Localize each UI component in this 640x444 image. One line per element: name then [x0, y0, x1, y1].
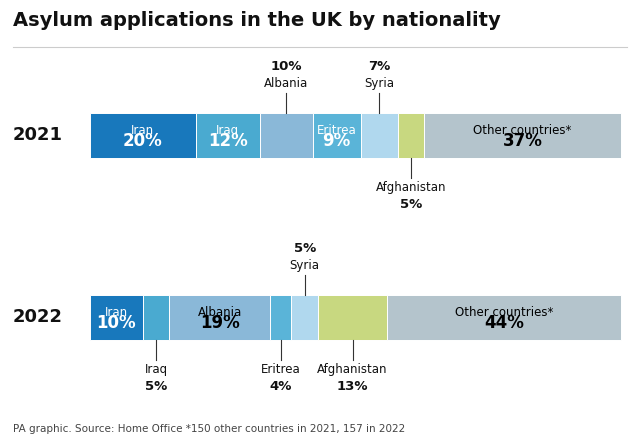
Text: Iraq: Iraq — [216, 123, 239, 137]
Text: 9%: 9% — [323, 132, 351, 150]
FancyBboxPatch shape — [313, 113, 360, 158]
Text: Albania: Albania — [198, 305, 242, 319]
FancyBboxPatch shape — [169, 295, 270, 340]
FancyBboxPatch shape — [90, 295, 143, 340]
FancyBboxPatch shape — [291, 295, 318, 340]
Text: 5%: 5% — [294, 242, 316, 255]
Text: Afghanistan: Afghanistan — [317, 363, 388, 376]
Text: PA graphic. Source: Home Office *150 other countries in 2021, 157 in 2022: PA graphic. Source: Home Office *150 oth… — [13, 424, 405, 434]
Text: Syria: Syria — [364, 77, 394, 90]
Text: Eritrea: Eritrea — [317, 123, 356, 137]
Text: 20%: 20% — [123, 132, 163, 150]
Text: 19%: 19% — [200, 314, 239, 332]
Text: Albania: Albania — [264, 77, 308, 90]
FancyBboxPatch shape — [90, 113, 196, 158]
Text: 4%: 4% — [269, 380, 292, 393]
FancyBboxPatch shape — [360, 113, 397, 158]
FancyBboxPatch shape — [196, 113, 260, 158]
Text: 12%: 12% — [208, 132, 248, 150]
Text: Eritrea: Eritrea — [261, 363, 301, 376]
Text: 37%: 37% — [502, 132, 543, 150]
Text: Iraq: Iraq — [145, 363, 168, 376]
Text: 13%: 13% — [337, 380, 368, 393]
Text: Asylum applications in the UK by nationality: Asylum applications in the UK by nationa… — [13, 11, 500, 30]
Text: Afghanistan: Afghanistan — [376, 181, 446, 194]
FancyBboxPatch shape — [270, 295, 291, 340]
Text: 5%: 5% — [400, 198, 422, 211]
FancyBboxPatch shape — [260, 113, 313, 158]
Text: 44%: 44% — [484, 314, 524, 332]
Text: Iran: Iran — [104, 305, 128, 319]
Text: 5%: 5% — [145, 380, 167, 393]
FancyBboxPatch shape — [387, 295, 621, 340]
Text: 2022: 2022 — [13, 309, 63, 326]
Text: 2021: 2021 — [13, 127, 63, 144]
Text: Iran: Iran — [131, 123, 154, 137]
Text: Other countries*: Other countries* — [455, 305, 553, 319]
Text: Other countries*: Other countries* — [474, 123, 572, 137]
Text: Syria: Syria — [290, 259, 320, 272]
Text: 10%: 10% — [97, 314, 136, 332]
FancyBboxPatch shape — [424, 113, 621, 158]
Text: 10%: 10% — [270, 60, 302, 73]
FancyBboxPatch shape — [143, 295, 169, 340]
Text: 7%: 7% — [368, 60, 390, 73]
FancyBboxPatch shape — [318, 295, 387, 340]
FancyBboxPatch shape — [397, 113, 424, 158]
